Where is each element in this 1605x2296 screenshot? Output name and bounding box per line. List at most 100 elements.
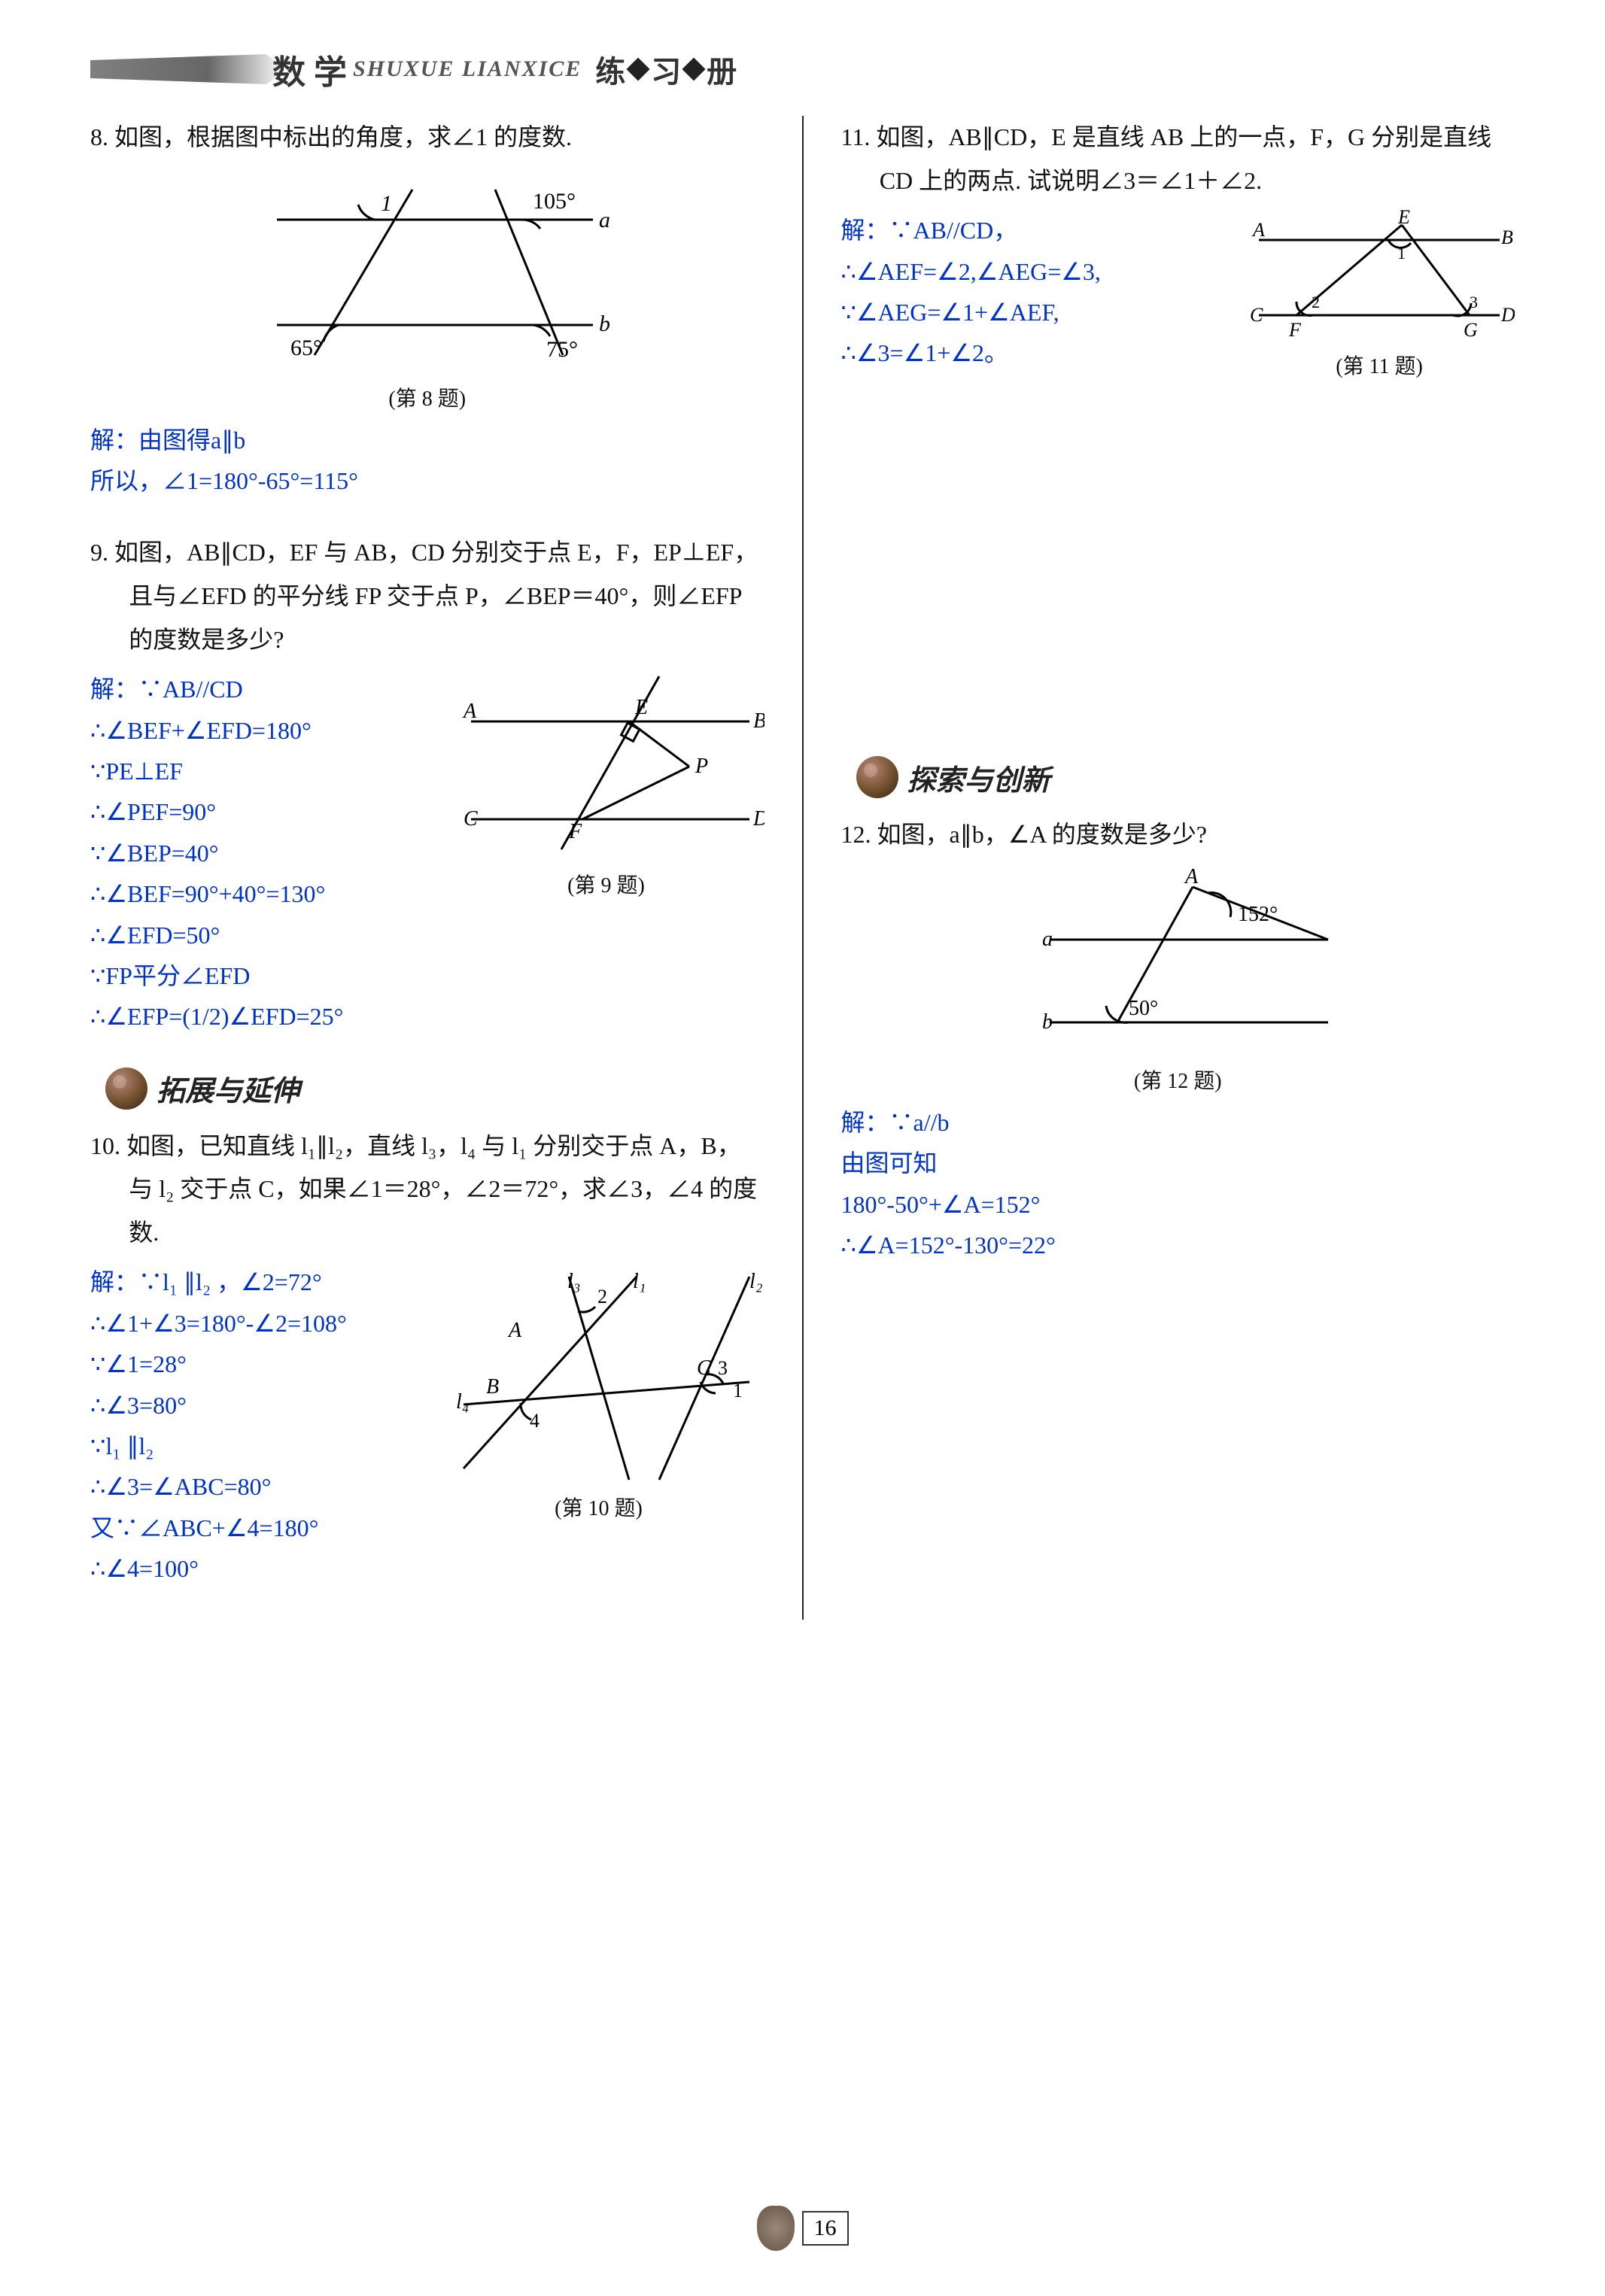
problem-8: 8. 如图，根据图中标出的角度，求∠1 的度数. [90, 116, 765, 501]
workbook-char-1: 练 [595, 47, 625, 91]
figure-11: A B C D E F G 1 2 3 (第 11 题) [1244, 210, 1515, 380]
fig11-E: E [1397, 210, 1410, 228]
problem-11-body: 如图，AB∥CD，E 是直线 AB 上的一点，F，G 分别是直线 CD 上的两点… [876, 123, 1491, 194]
page-footer: 16 [0, 2206, 1605, 2251]
fig11-a3: 3 [1470, 293, 1478, 311]
solution-12: 解：∵a//b 由图可知 180°-50°+∠A=152° ∴∠A=152°-1… [841, 1102, 1515, 1266]
problem-12-text: 12. 如图，a∥b，∠A 的度数是多少? [841, 813, 1515, 857]
fig8-65: 65° [290, 336, 322, 360]
two-column-layout: 8. 如图，根据图中标出的角度，求∠1 的度数. [90, 116, 1515, 1620]
figure-8: 1 105° a 65° 75° b (第 8 题) [90, 167, 765, 412]
solution-11: 解：∵AB//CD， ∴∠AEF=∠2,∠AEG=∠3, ∵∠AEG=∠1+∠A… [841, 210, 1230, 374]
right-column: 11. 如图，AB∥CD，E 是直线 AB 上的一点，F，G 分别是直线 CD … [841, 116, 1515, 1620]
problem-9: 9. 如图，AB∥CD，EF 与 AB，CD 分别交于点 E，F，EP⊥EF，且… [90, 531, 765, 1037]
page: 数 学 SHUXUE LIANXICE 练 习 册 8. 如图，根据图中标出的角… [0, 0, 1605, 2296]
section-explore: 探索与创新 [856, 756, 1515, 798]
section-extend-icon [105, 1068, 147, 1110]
figure-12-caption: (第 12 题) [1134, 1064, 1222, 1095]
section-extend: 拓展与延伸 [105, 1068, 765, 1110]
fig10-a2: 2 [597, 1286, 607, 1307]
figure-8-svg: 1 105° a 65° 75° b [232, 167, 623, 378]
problem-9-number: 9. [90, 539, 108, 566]
header-workbook: 练 习 册 [595, 47, 737, 91]
figure-9-caption: (第 9 题) [567, 869, 645, 899]
problem-8-number: 8. [90, 123, 108, 150]
footer-mascot-icon [757, 2206, 795, 2251]
problem-10: 10. 如图，已知直线 l₁∥l₂，直线 l₃，l₄ 与 l₁ 分别交于点 A，… [90, 1125, 765, 1590]
problem-8-text: 8. 如图，根据图中标出的角度，求∠1 的度数. [90, 116, 765, 159]
header-banner: 数 学 SHUXUE LIANXICE 练 习 册 [90, 45, 1515, 93]
figure-10-caption: (第 10 题) [555, 1492, 643, 1522]
problem-10-number: 10. [90, 1132, 120, 1159]
problem-12-body: 如图，a∥b，∠A 的度数是多少? [877, 821, 1207, 848]
fig8-75: 75° [546, 337, 578, 362]
fig9-A: A [462, 700, 477, 723]
problem-11-text: 11. 如图，AB∥CD，E 是直线 AB 上的一点，F，G 分别是直线 CD … [841, 116, 1515, 202]
fig9-F: F [568, 820, 582, 843]
fig9-C: C [464, 807, 478, 831]
header-decor [90, 54, 286, 84]
problem-10-body: 如图，已知直线 l₁∥l₂，直线 l₃，l₄ 与 l₁ 分别交于点 A，B，与 … [126, 1132, 757, 1246]
figure-10: A B C l₁ l₂ l₃ l₄ 1 2 3 4 (第 10 题) [433, 1262, 765, 1522]
figure-11-svg: A B C D E F G 1 2 3 [1244, 210, 1515, 345]
figure-9: A B C D E F P (第 9 题) [448, 669, 765, 899]
fig8-a: a [599, 208, 610, 232]
section-explore-title: 探索与创新 [907, 757, 1050, 798]
fig8-angle1: 1 [381, 191, 392, 216]
fig9-D: D [752, 807, 765, 831]
fig11-G: G [1464, 319, 1478, 341]
problem-11: 11. 如图，AB∥CD，E 是直线 AB 上的一点，F，G 分别是直线 CD … [841, 116, 1515, 387]
section-explore-icon [856, 756, 898, 798]
fig10-a3: 3 [718, 1357, 728, 1379]
fig8-105: 105° [533, 189, 576, 214]
solution-8: 解：由图得a∥b 所以，∠1=180°-65°=115° [90, 420, 765, 502]
fig11-a2: 2 [1312, 293, 1320, 311]
fig10-a1: 1 [733, 1380, 743, 1402]
fig11-C: C [1250, 304, 1263, 326]
figure-9-svg: A B C D E F P [448, 669, 765, 864]
fig12-152: 152° [1238, 903, 1278, 926]
solution-9: 解：∵AB//CD ∴∠BEF+∠EFD=180° ∵PE⊥EF ∴∠PEF=9… [90, 669, 433, 1037]
fig11-A: A [1251, 219, 1265, 241]
column-divider [802, 116, 804, 1620]
left-column: 8. 如图，根据图中标出的角度，求∠1 的度数. [90, 116, 765, 1620]
problem-10-text: 10. 如图，已知直线 l₁∥l₂，直线 l₃，l₄ 与 l₁ 分别交于点 A，… [90, 1125, 765, 1255]
fig10-A: A [507, 1319, 522, 1342]
fig10-C: C [697, 1356, 711, 1380]
fig12-A: A [1184, 865, 1199, 888]
workbook-char-3: 册 [707, 47, 737, 91]
fig10-l1: l₁ [633, 1270, 646, 1293]
fig9-B: B [753, 709, 765, 733]
page-number: 16 [802, 2211, 849, 2246]
spacer [841, 418, 1515, 733]
fig8-b: b [599, 311, 610, 336]
fig10-l4: l₄ [456, 1390, 470, 1414]
fig11-D: D [1500, 304, 1515, 326]
figure-10-svg: A B C l₁ l₂ l₃ l₄ 1 2 3 4 [433, 1262, 765, 1487]
figure-12-svg: A a b 152° 50° [1005, 864, 1351, 1060]
fig10-l2: l₂ [749, 1270, 763, 1293]
problem-11-number: 11. [841, 123, 871, 150]
fig11-B: B [1501, 226, 1513, 248]
fig10-B: B [486, 1375, 499, 1399]
problem-9-text: 9. 如图，AB∥CD，EF 与 AB，CD 分别交于点 E，F，EP⊥EF，且… [90, 531, 765, 661]
section-extend-title: 拓展与延伸 [157, 1068, 299, 1109]
problem-12-number: 12. [841, 821, 871, 848]
workbook-char-2: 习 [651, 47, 681, 91]
fig12-b: b [1042, 1010, 1053, 1034]
header-title-pinyin: SHUXUE LIANXICE [353, 56, 582, 82]
problem-9-body: 如图，AB∥CD，EF 与 AB，CD 分别交于点 E，F，EP⊥EF，且与∠E… [114, 539, 758, 652]
figure-8-caption: (第 8 题) [388, 382, 466, 412]
fig11-a1: 1 [1397, 244, 1406, 263]
figure-11-caption: (第 11 题) [1336, 350, 1423, 380]
fig9-P: P [695, 755, 708, 778]
solution-10: 解：∵l₁ ∥l₂ ，∠2=72° ∴∠1+∠3=180°-∠2=108° ∵∠… [90, 1262, 418, 1589]
problem-12: 12. 如图，a∥b，∠A 的度数是多少? A [841, 813, 1515, 1265]
figure-12: A a b 152° 50° (第 12 题) [841, 864, 1515, 1095]
fig11-F: F [1288, 319, 1302, 341]
problem-8-body: 如图，根据图中标出的角度，求∠1 的度数. [114, 123, 572, 150]
diamond-icon [682, 57, 706, 80]
diamond-icon [627, 57, 650, 80]
fig10-l3: l₃ [567, 1270, 581, 1293]
fig12-a: a [1042, 928, 1053, 951]
